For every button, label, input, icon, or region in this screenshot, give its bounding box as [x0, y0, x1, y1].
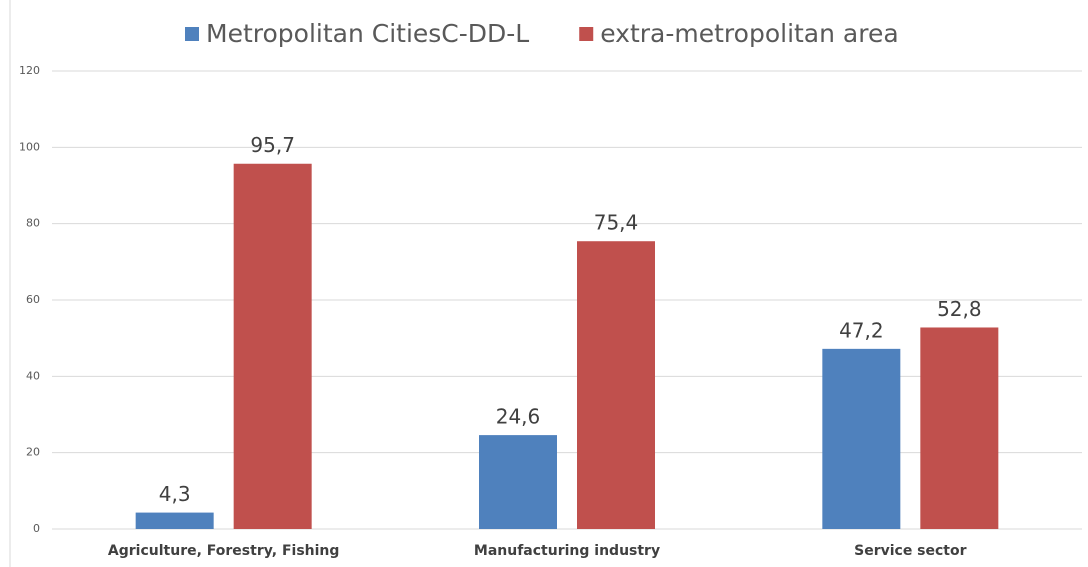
y-tick-label: 20 [26, 446, 40, 459]
value-label: 24,6 [496, 405, 541, 429]
legend-label: extra-metropolitan area [600, 19, 898, 48]
y-tick-label: 40 [26, 369, 40, 382]
x-tick-label: Agriculture, Forestry, Fishing [108, 543, 340, 559]
bar [822, 348, 901, 529]
bar [479, 435, 557, 529]
value-label: 52,8 [937, 297, 982, 321]
x-tick-label: Service sector [854, 543, 967, 559]
value-label: 95,7 [250, 133, 295, 157]
x-tick-label: Manufacturing industry [474, 543, 660, 559]
y-tick-label: 100 [19, 140, 40, 153]
y-tick-label: 120 [19, 64, 40, 77]
legend-swatch [579, 27, 594, 41]
bar [920, 327, 999, 529]
value-label: 47,2 [839, 318, 884, 342]
bar [233, 163, 312, 529]
bar [577, 241, 655, 529]
y-tick-label: 80 [26, 217, 40, 230]
bar [135, 512, 214, 529]
y-tick-label: 0 [33, 522, 40, 535]
legend-label: Metropolitan CitiesC-DD-L [206, 19, 529, 48]
legend-swatch [185, 27, 199, 41]
value-label: 75,4 [594, 211, 639, 235]
value-label: 4,3 [159, 482, 191, 506]
y-tick-label: 60 [26, 293, 40, 306]
